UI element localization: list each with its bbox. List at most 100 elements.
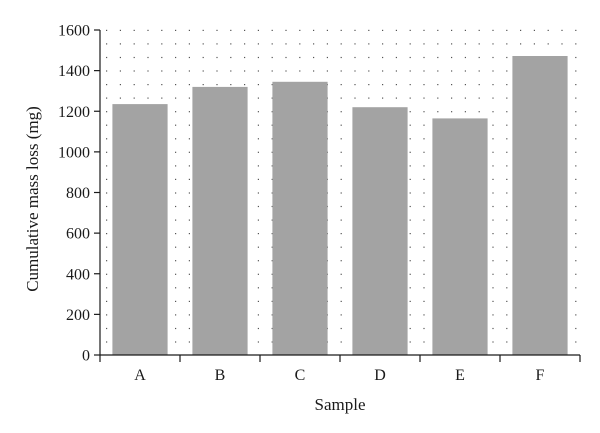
grid-dot (257, 246, 259, 248)
grid-dot (492, 43, 494, 45)
grid-dot (106, 205, 108, 208)
grid-dot (437, 97, 439, 99)
grid-dot (575, 287, 577, 289)
grid-dot (423, 43, 425, 45)
grid-dot (326, 43, 328, 45)
grid-dot (575, 165, 577, 167)
grid-dot (216, 29, 218, 31)
grid-dot (133, 43, 135, 45)
grid-dot (575, 314, 577, 316)
grid-dot (464, 111, 466, 113)
grid-dot (409, 151, 411, 153)
grid-dot (409, 341, 411, 343)
grid-dot (188, 56, 190, 59)
bar-C (272, 81, 328, 356)
grid-dot (106, 111, 108, 113)
grid-dot (188, 138, 190, 140)
bars (112, 56, 568, 356)
grid-dot (175, 314, 177, 316)
grid-dot (106, 246, 108, 248)
grid-dot (575, 124, 577, 126)
grid-dot (340, 70, 342, 72)
grid-dot (106, 56, 108, 59)
grid-dot (506, 287, 508, 289)
grid-dot (423, 124, 425, 126)
grid-dot (285, 70, 287, 72)
grid-dot (188, 111, 190, 113)
grid-dot (423, 138, 425, 140)
grid-dot (506, 327, 508, 330)
grid-dot (340, 205, 342, 208)
grid-dot (533, 29, 535, 31)
grid-dot (202, 43, 204, 45)
grid-dot (175, 124, 177, 126)
grid-dot (161, 56, 163, 59)
grid-dot (423, 341, 425, 343)
grid-dot (257, 43, 259, 45)
grid-dot (340, 43, 342, 45)
grid-dot (492, 205, 494, 208)
grid-dot (161, 43, 163, 45)
grid-dot (575, 29, 577, 31)
grid-dot (409, 111, 411, 113)
grid-dot (175, 246, 177, 248)
axes (94, 29, 581, 362)
grid-dot (175, 273, 177, 275)
grid-dot (257, 97, 259, 99)
grid-dot (520, 43, 522, 45)
grid-dot (299, 29, 301, 31)
grid-dot (257, 29, 259, 31)
grid-dot (299, 56, 301, 59)
bar-E (432, 118, 488, 356)
grid-dot (161, 84, 163, 86)
grid-dot (299, 70, 301, 72)
grid-dot (175, 70, 177, 72)
grid-dot (423, 70, 425, 72)
grid-dot (133, 29, 135, 31)
grid-dot (575, 70, 577, 72)
grid-dot (506, 43, 508, 45)
grid-dot (506, 233, 508, 235)
x-tick-label: D (374, 367, 386, 384)
grid-dot (106, 165, 108, 167)
bar-F (512, 56, 568, 355)
grid-dot (382, 43, 384, 45)
grid-dot (147, 56, 149, 59)
grid-dot (478, 56, 480, 59)
grid-dot (147, 84, 149, 86)
grid-dot (478, 70, 480, 72)
grid-dot (188, 165, 190, 167)
grid-dot (257, 260, 259, 262)
grid-dot (313, 56, 315, 59)
grid-dot (478, 97, 480, 99)
grid-dot (506, 111, 508, 113)
grid-dot (244, 70, 246, 72)
grid-dot (106, 151, 108, 153)
grid-dot (423, 56, 425, 59)
grid-dot (106, 43, 108, 45)
y-tick-label: 1200 (58, 104, 90, 121)
grid-dot (271, 260, 273, 262)
y-tick-label: 200 (66, 307, 90, 324)
grid-dot (271, 300, 273, 302)
grid-dot (119, 56, 121, 59)
grid-dot (492, 70, 494, 72)
grid-dot (326, 29, 328, 31)
grid-dot (340, 219, 342, 221)
grid-dot (188, 70, 190, 72)
grid-dot (147, 29, 149, 31)
grid-dot (147, 43, 149, 45)
grid-dot (271, 165, 273, 167)
grid-dot (506, 70, 508, 72)
grid-dot (271, 70, 273, 72)
grid-dot (423, 97, 425, 99)
grid-dot (188, 273, 190, 275)
grid-dot (451, 29, 453, 31)
grid-dot (575, 84, 577, 86)
grid-dot (119, 43, 121, 45)
grid-dot (230, 43, 232, 45)
grid-dot (216, 84, 218, 86)
grid-dot (340, 192, 342, 194)
grid-dot (161, 97, 163, 99)
x-tick-label: A (134, 367, 146, 384)
